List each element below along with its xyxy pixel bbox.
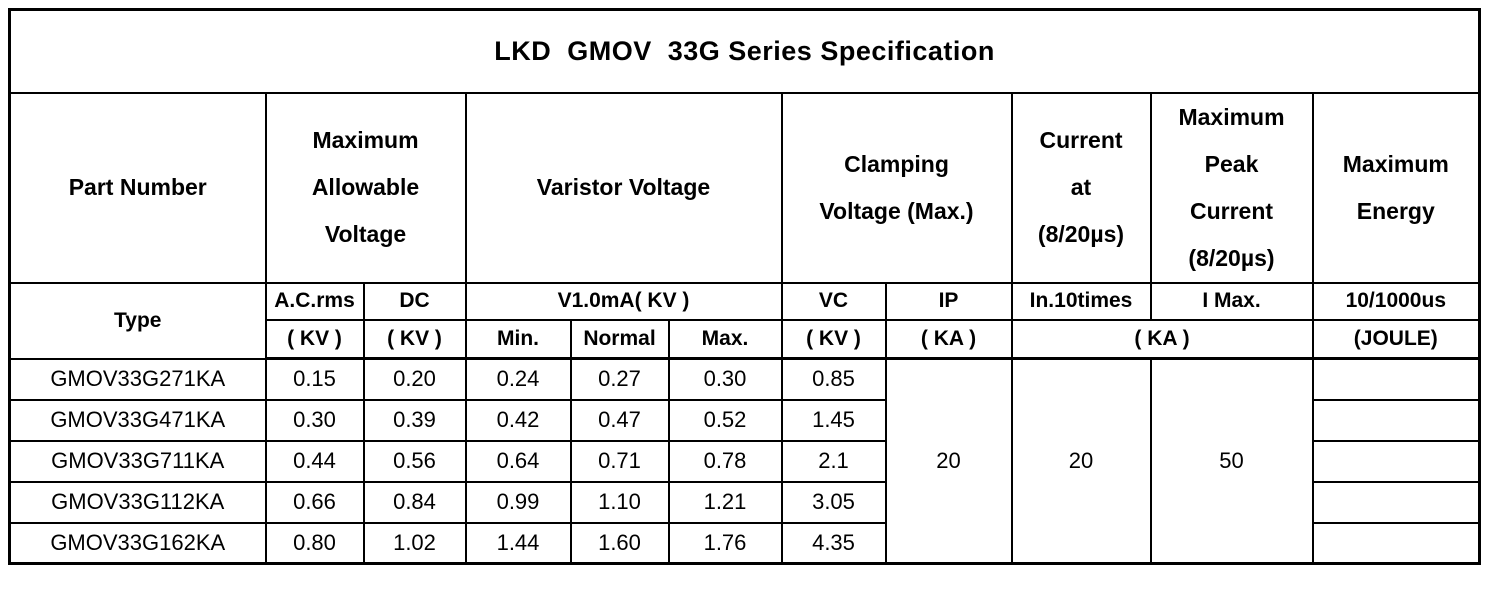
energy-cell bbox=[1311, 357, 1481, 401]
col-header-part-number: Part Number bbox=[8, 91, 267, 284]
vc-cell: 2.1 bbox=[780, 439, 887, 483]
dc-cell: 0.20 bbox=[362, 357, 467, 401]
acrms-cell: 0.80 bbox=[264, 521, 365, 565]
unit-kv-dc: ( KV ) bbox=[362, 318, 467, 360]
part-number-cell: GMOV33G162KA bbox=[8, 521, 267, 565]
table-title: LKD GMOV 33G Series Specification bbox=[8, 8, 1481, 94]
col-header-varistor-voltage: Varistor Voltage bbox=[464, 91, 783, 284]
vc-cell: 4.35 bbox=[780, 521, 887, 565]
table-row: GMOV33G711KA 0.44 0.56 0.64 0.71 0.78 2.… bbox=[8, 439, 1481, 483]
max-cell: 1.21 bbox=[667, 480, 783, 524]
sub-header-row-2: ( KV ) ( KV ) Min. Normal Max. ( KV ) ( … bbox=[10, 318, 1481, 360]
col-header-max-allowable-voltage: Maximum Allowable Voltage bbox=[264, 91, 467, 284]
energy-cell bbox=[1311, 480, 1481, 524]
dc-cell: 0.84 bbox=[362, 480, 467, 524]
unit-kv-vc: ( KV ) bbox=[780, 318, 887, 360]
table-row: GMOV33G162KA 0.80 1.02 1.44 1.60 1.76 4.… bbox=[8, 521, 1481, 565]
normal-cell: 1.60 bbox=[569, 521, 670, 565]
col-header-min: Min. bbox=[464, 318, 572, 360]
col-header-imax: I Max. bbox=[1149, 281, 1314, 321]
max-cell: 0.78 bbox=[667, 439, 783, 483]
imax-shared-cell: 50 bbox=[1149, 357, 1314, 565]
unit-ka-current: ( KA ) bbox=[1010, 318, 1314, 360]
acrms-cell: 0.15 bbox=[264, 357, 365, 401]
vc-cell: 3.05 bbox=[780, 480, 887, 524]
vc-cell: 1.45 bbox=[780, 398, 887, 442]
sub-header-row-1: Type A.C.rms DC V1.0mA( KV ) VC IP In.10… bbox=[8, 281, 1481, 360]
part-number-cell: GMOV33G112KA bbox=[8, 480, 267, 524]
min-cell: 0.24 bbox=[464, 357, 572, 401]
vc-cell: 0.85 bbox=[780, 357, 887, 401]
in10times-shared-cell: 20 bbox=[1010, 357, 1152, 565]
col-header-in10times: In.10times bbox=[1010, 281, 1152, 321]
energy-cell bbox=[1311, 439, 1481, 483]
dc-cell: 1.02 bbox=[362, 521, 467, 565]
max-cell: 0.30 bbox=[667, 357, 783, 401]
col-header-max-peak-current: Maximum Peak Current (8/20µs) bbox=[1149, 91, 1314, 284]
normal-cell: 0.47 bbox=[569, 398, 670, 442]
unit-ka-ip: ( KA ) bbox=[884, 318, 1013, 360]
acrms-cell: 0.44 bbox=[264, 439, 365, 483]
col-header-type: Type bbox=[8, 281, 267, 360]
table-row: GMOV33G271KA 0.15 0.20 0.24 0.27 0.30 0.… bbox=[8, 357, 1481, 565]
acrms-cell: 0.66 bbox=[264, 480, 365, 524]
col-header-acrms: A.C.rms bbox=[264, 281, 365, 321]
min-cell: 0.99 bbox=[464, 480, 572, 524]
normal-cell: 0.71 bbox=[569, 439, 670, 483]
col-header-vc: VC bbox=[780, 281, 887, 321]
normal-cell: 0.27 bbox=[569, 357, 670, 401]
dc-cell: 0.56 bbox=[362, 439, 467, 483]
table-row: GMOV33G471KA 0.30 0.39 0.42 0.47 0.52 1.… bbox=[8, 398, 1481, 442]
energy-cell bbox=[1311, 521, 1481, 565]
col-header-v1ma: V1.0mA( KV ) bbox=[464, 281, 783, 321]
max-cell: 0.52 bbox=[667, 398, 783, 442]
normal-cell: 1.10 bbox=[569, 480, 670, 524]
title-row: LKD GMOV 33G Series Specification bbox=[8, 8, 1481, 94]
energy-cell bbox=[1311, 398, 1481, 442]
part-number-cell: GMOV33G271KA bbox=[8, 357, 267, 401]
max-cell: 1.76 bbox=[667, 521, 783, 565]
col-header-max-energy: Maximum Energy bbox=[1311, 91, 1481, 284]
spec-table: LKD GMOV 33G Series Specification Part N… bbox=[8, 8, 1482, 565]
group-header-row: Part Number Maximum Allowable Voltage Va… bbox=[8, 91, 1481, 284]
part-number-cell: GMOV33G711KA bbox=[8, 439, 267, 483]
col-header-clamping-voltage: Clamping Voltage (Max.) bbox=[780, 91, 1013, 284]
ip-shared-cell: 20 bbox=[884, 357, 1013, 565]
unit-kv-acrms: ( KV ) bbox=[264, 318, 365, 360]
part-number-cell: GMOV33G471KA bbox=[8, 398, 267, 442]
col-header-max: Max. bbox=[667, 318, 783, 360]
acrms-cell: 0.30 bbox=[264, 398, 365, 442]
col-header-dc: DC bbox=[362, 281, 467, 321]
col-header-current-at: Current at (8/20µs) bbox=[1010, 91, 1152, 284]
table-row: GMOV33G112KA 0.66 0.84 0.99 1.10 1.21 3.… bbox=[8, 480, 1481, 524]
col-header-ip: IP bbox=[884, 281, 1013, 321]
dc-cell: 0.39 bbox=[362, 398, 467, 442]
unit-joule: (JOULE) bbox=[1311, 318, 1481, 360]
col-header-impulse: 10/1000us bbox=[1311, 281, 1481, 321]
col-header-normal: Normal bbox=[569, 318, 670, 360]
min-cell: 1.44 bbox=[464, 521, 572, 565]
min-cell: 0.64 bbox=[464, 439, 572, 483]
min-cell: 0.42 bbox=[464, 398, 572, 442]
